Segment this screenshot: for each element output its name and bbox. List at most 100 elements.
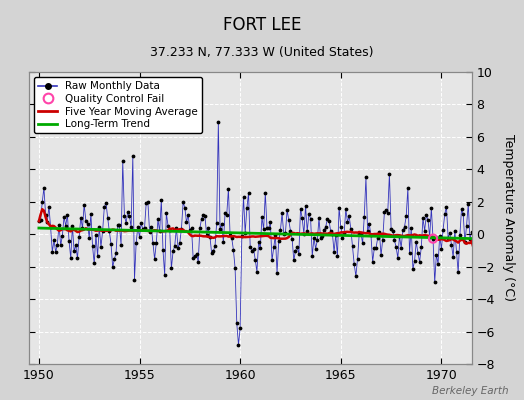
Point (457, 206, 466, 212)
Point (447, 242, 456, 248)
Point (110, 256, 118, 262)
Point (374, 235, 382, 242)
Point (38, 199, 47, 206)
Point (395, 233, 403, 239)
Point (248, 248, 256, 254)
Point (420, 228, 429, 234)
Point (57, 242, 65, 248)
Point (114, 222, 122, 228)
Point (414, 250, 422, 256)
Point (139, 226, 147, 232)
Point (86, 210, 95, 217)
Point (150, 256, 159, 262)
Point (424, 217, 432, 223)
Point (93, 253, 102, 259)
Point (288, 236, 297, 242)
Point (117, 242, 125, 248)
Point (372, 245, 380, 251)
Point (97, 244, 105, 250)
Point (60, 214, 68, 220)
Point (142, 200, 150, 206)
Point (406, 250, 414, 256)
Point (461, 239, 469, 246)
Point (286, 228, 294, 234)
Point (332, 232, 340, 238)
Point (300, 231, 308, 237)
Point (318, 232, 326, 239)
Point (330, 249, 339, 255)
Point (308, 252, 316, 259)
Point (471, 265, 479, 272)
Point (325, 218, 333, 224)
Text: FORT LEE: FORT LEE (223, 16, 301, 34)
Point (233, 320, 241, 327)
Point (390, 237, 399, 244)
Point (417, 244, 425, 250)
Point (382, 207, 390, 213)
Point (305, 211, 313, 217)
Point (187, 225, 195, 231)
Point (434, 260, 442, 267)
Point (68, 222, 77, 229)
Point (427, 205, 435, 211)
Point (441, 211, 449, 217)
Point (58, 232, 67, 239)
Point (347, 226, 355, 232)
Point (156, 228, 164, 235)
Point (184, 212, 192, 218)
Point (65, 238, 73, 244)
Point (358, 240, 367, 246)
Point (162, 210, 170, 216)
Point (268, 257, 276, 264)
Point (435, 232, 444, 239)
Point (474, 297, 483, 304)
Point (90, 260, 99, 267)
Legend: Raw Monthly Data, Quality Control Fail, Five Year Moving Average, Long-Term Tren: Raw Monthly Data, Quality Control Fail, … (34, 77, 202, 133)
Point (140, 224, 149, 231)
Point (409, 266, 417, 272)
Point (370, 245, 378, 251)
Point (127, 224, 135, 230)
Point (214, 119, 223, 126)
Point (122, 220, 130, 226)
Point (256, 245, 265, 251)
Point (75, 233, 83, 240)
Point (45, 203, 53, 210)
Point (466, 235, 474, 242)
Point (342, 206, 350, 212)
Point (82, 218, 90, 224)
Point (102, 200, 110, 206)
Point (198, 216, 206, 222)
Point (280, 231, 288, 237)
Point (237, 232, 246, 239)
Point (224, 186, 233, 192)
Point (185, 227, 194, 234)
Point (355, 230, 364, 237)
Point (67, 255, 75, 261)
Point (425, 234, 434, 240)
Text: Berkeley Earth: Berkeley Earth (432, 386, 508, 396)
Point (99, 228, 107, 234)
Point (135, 234, 144, 240)
Point (259, 226, 268, 232)
Point (167, 265, 176, 272)
Point (124, 209, 132, 215)
Point (92, 232, 100, 238)
Point (399, 227, 407, 234)
Point (263, 224, 271, 231)
Y-axis label: Temperature Anomaly (°C): Temperature Anomaly (°C) (502, 134, 515, 302)
Point (128, 153, 137, 160)
Point (195, 225, 204, 231)
Point (444, 234, 452, 241)
Point (227, 235, 236, 242)
Point (464, 201, 473, 207)
Point (115, 222, 124, 228)
Point (462, 222, 471, 229)
Point (103, 214, 112, 221)
Point (432, 252, 441, 258)
Point (89, 243, 97, 250)
Point (130, 276, 139, 283)
Point (182, 219, 191, 225)
Point (352, 273, 360, 279)
Point (174, 245, 182, 252)
